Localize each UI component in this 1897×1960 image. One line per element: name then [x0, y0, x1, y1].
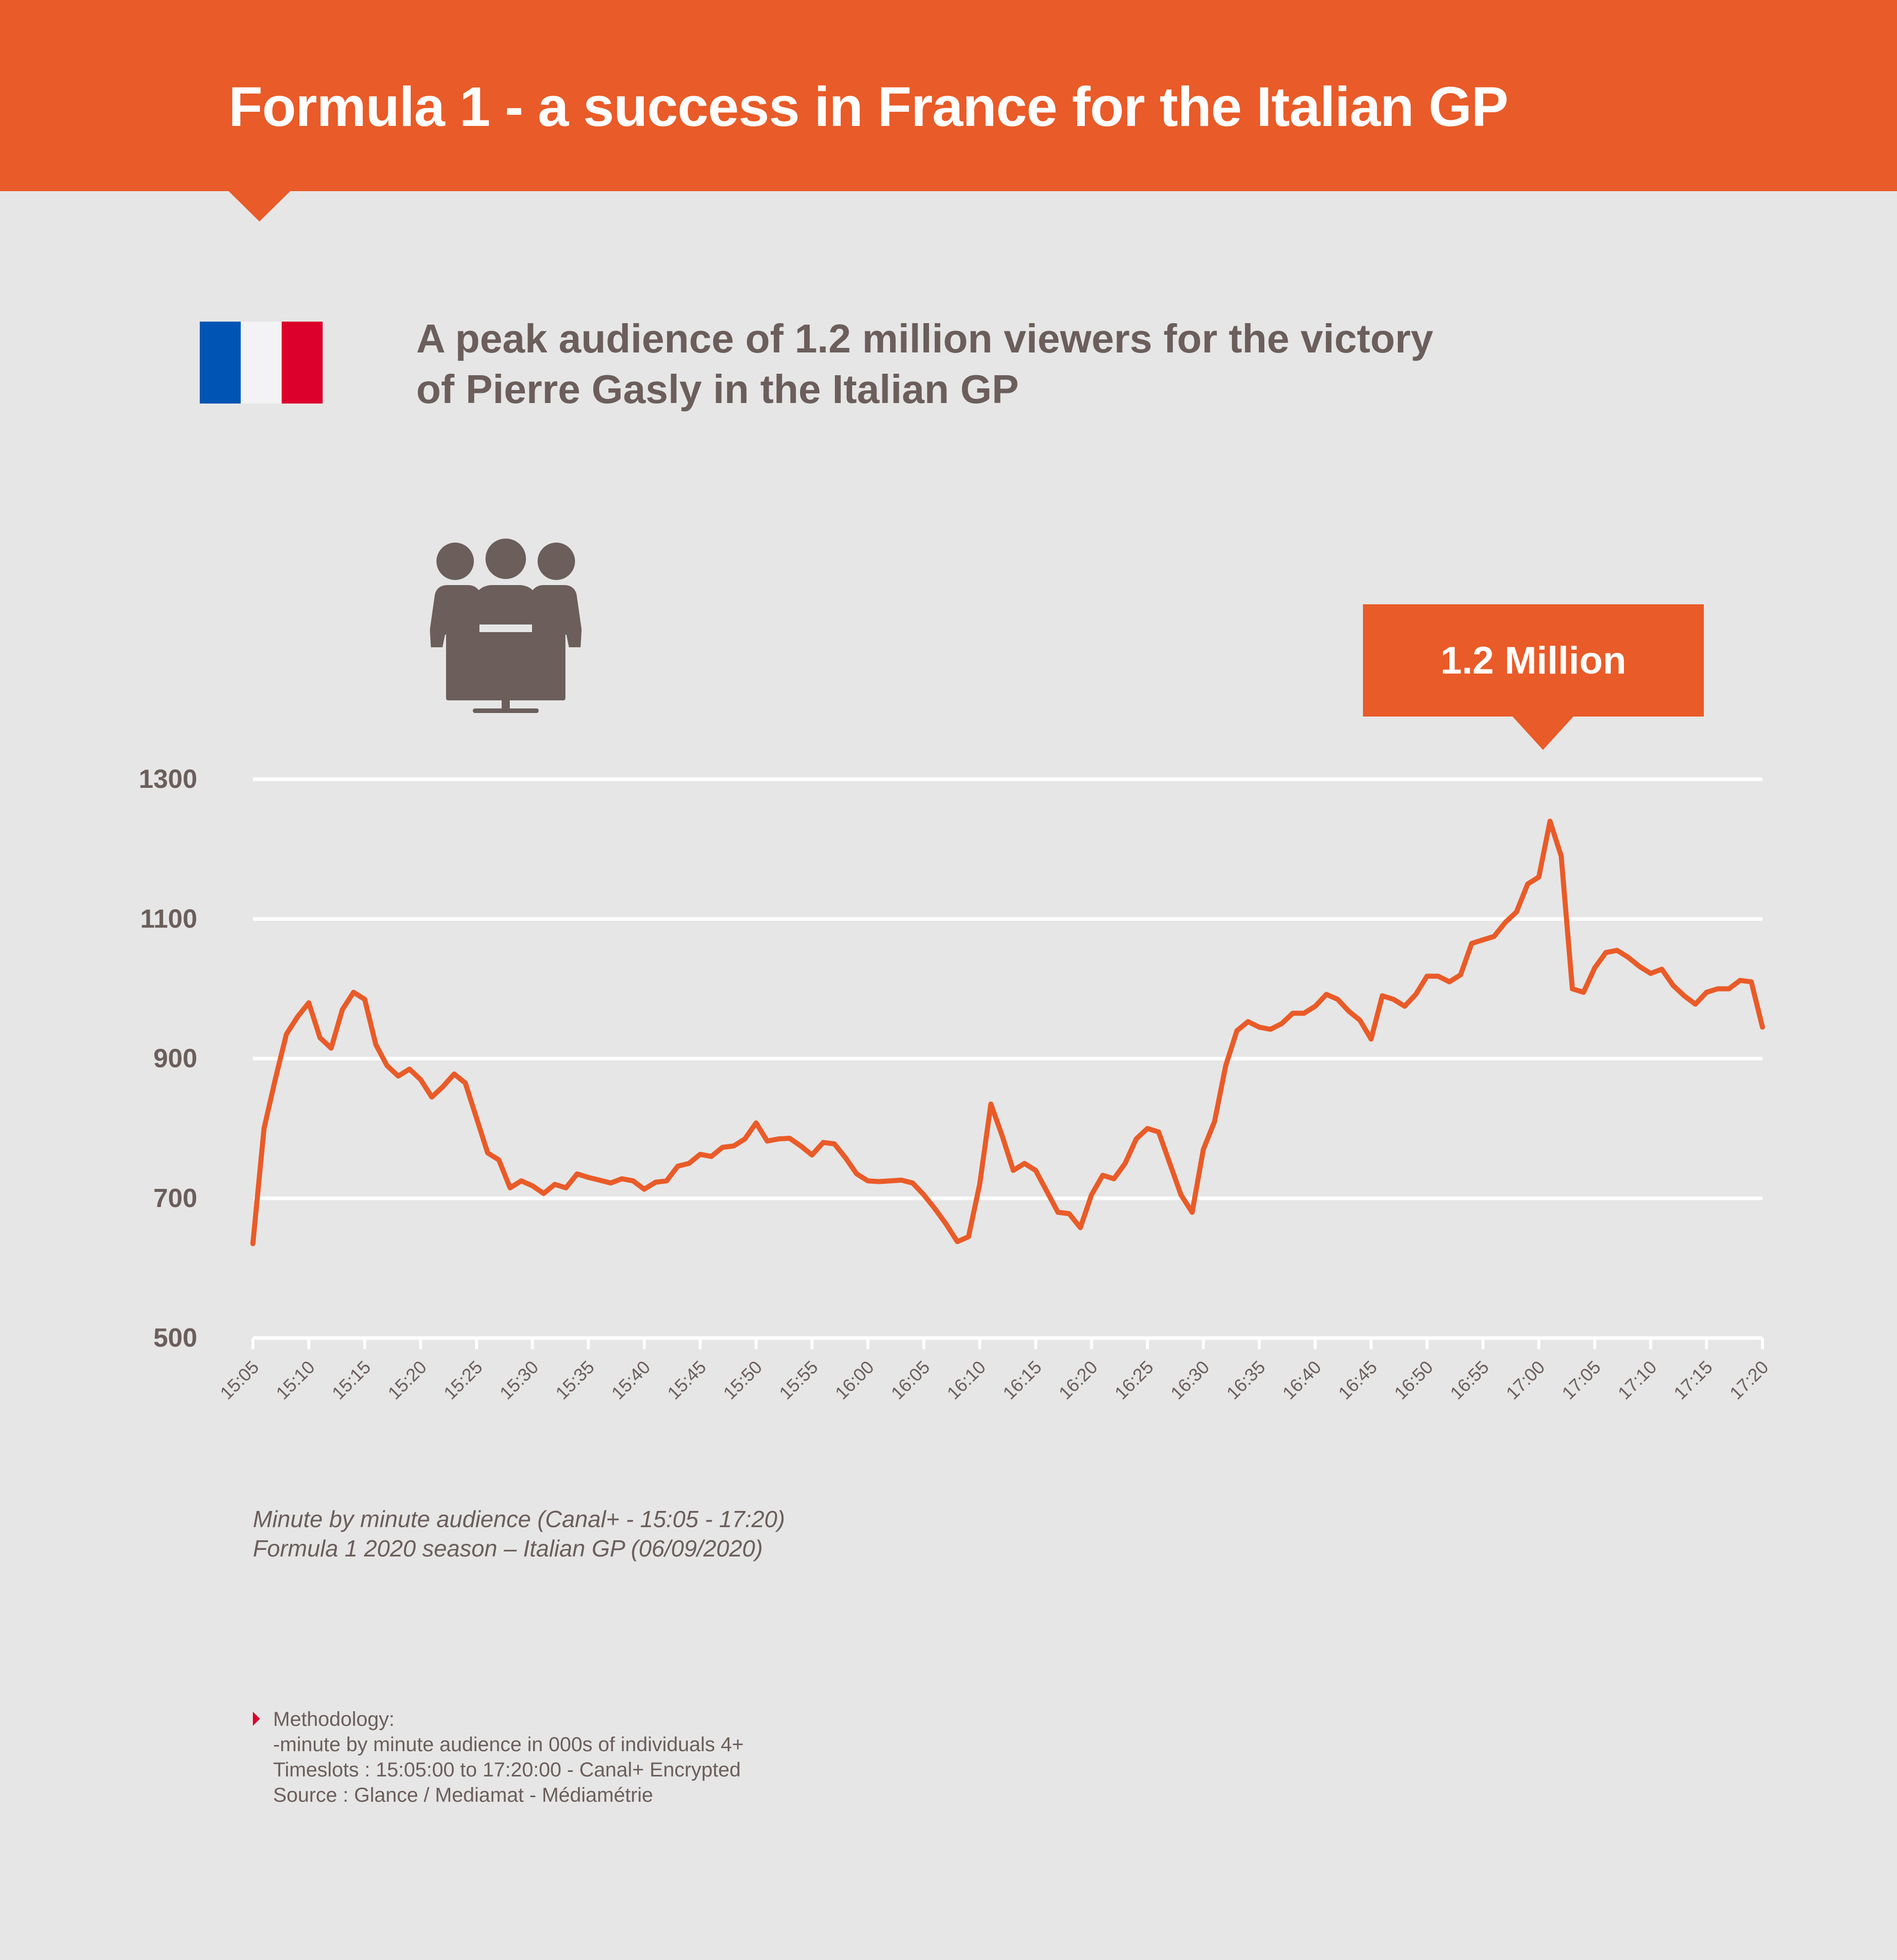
x-tick-label: 17:00: [1502, 1357, 1549, 1404]
x-tick-label: 16:25: [1111, 1357, 1158, 1404]
peak-callout-pointer: [1512, 716, 1574, 750]
subtitle-line-2: of Pierre Gasly in the Italian GP: [416, 367, 1019, 412]
x-tick-label: 15:45: [663, 1357, 710, 1404]
x-tick-label: 17:20: [1726, 1357, 1773, 1404]
x-tick-label: 16:10: [943, 1357, 990, 1404]
methodology-line-1: -minute by minute audience in 000s of in…: [273, 1733, 744, 1756]
x-tick-label: 16:40: [1278, 1357, 1326, 1404]
x-tick-label: 15:55: [775, 1357, 822, 1404]
header-notch: [228, 190, 291, 221]
y-tick-label: 1100: [140, 904, 197, 933]
note-line-1: Minute by minute audience (Canal+ - 15:0…: [253, 1506, 785, 1532]
x-tick-label: 17:10: [1614, 1357, 1661, 1404]
y-tick-label: 500: [153, 1323, 197, 1353]
peak-callout: 1.2 Million: [1363, 604, 1704, 717]
x-tick-label: 15:10: [272, 1357, 319, 1404]
chart-subtitle: A peak audience of 1.2 million viewers f…: [416, 314, 1630, 415]
x-tick-label: 15:50: [719, 1357, 766, 1404]
x-tick-label: 15:05: [216, 1357, 263, 1404]
methodology-bullet-icon: [253, 1712, 260, 1726]
x-tick-label: 16:05: [887, 1357, 934, 1404]
x-tick-label: 17:05: [1558, 1357, 1605, 1404]
x-tick-label: 15:15: [328, 1357, 375, 1404]
note-line-2: Formula 1 2020 season – Italian GP (06/0…: [253, 1535, 763, 1562]
y-tick-label: 1300: [139, 765, 197, 794]
page-title: Formula 1 - a success in France for the …: [229, 76, 1509, 138]
x-tick-label: 15:30: [496, 1357, 543, 1404]
france-flag-icon: [200, 322, 323, 404]
methodology-block: Methodology: -minute by minute audience …: [273, 1707, 744, 1808]
x-tick-label: 15:35: [551, 1357, 598, 1404]
x-tick-label: 15:40: [607, 1357, 654, 1404]
x-tick-label: 16:00: [831, 1357, 878, 1404]
x-tick-label: 16:55: [1446, 1357, 1493, 1404]
tv-audience-icon: [430, 539, 582, 713]
audience-series-line: [250, 818, 1765, 1246]
y-tick-label: 700: [153, 1184, 197, 1213]
methodology-heading: Methodology:: [273, 1708, 395, 1730]
y-tick-label: 900: [153, 1044, 197, 1074]
methodology-line-3: Source : Glance / Mediamat - Médiamétrie: [273, 1784, 653, 1806]
chart-note: Minute by minute audience (Canal+ - 15:0…: [253, 1504, 785, 1563]
subtitle-line-1: A peak audience of 1.2 million viewers f…: [416, 316, 1434, 361]
x-tick-label: 16:20: [1054, 1357, 1101, 1404]
x-tick-label: 15:25: [439, 1357, 487, 1404]
header-banner: [0, 0, 1897, 191]
x-tick-label: 15:20: [384, 1357, 431, 1404]
x-tick-label: 16:45: [1334, 1357, 1381, 1404]
x-tick-label: 16:50: [1390, 1357, 1437, 1404]
x-tick-label: 16:35: [1222, 1357, 1269, 1404]
x-tick-label: 16:30: [1166, 1357, 1213, 1404]
x-tick-label: 17:15: [1669, 1357, 1716, 1404]
methodology-line-2: Timeslots : 15:05:00 to 17:20:00 - Canal…: [273, 1759, 741, 1781]
x-tick-label: 16:15: [999, 1357, 1046, 1404]
